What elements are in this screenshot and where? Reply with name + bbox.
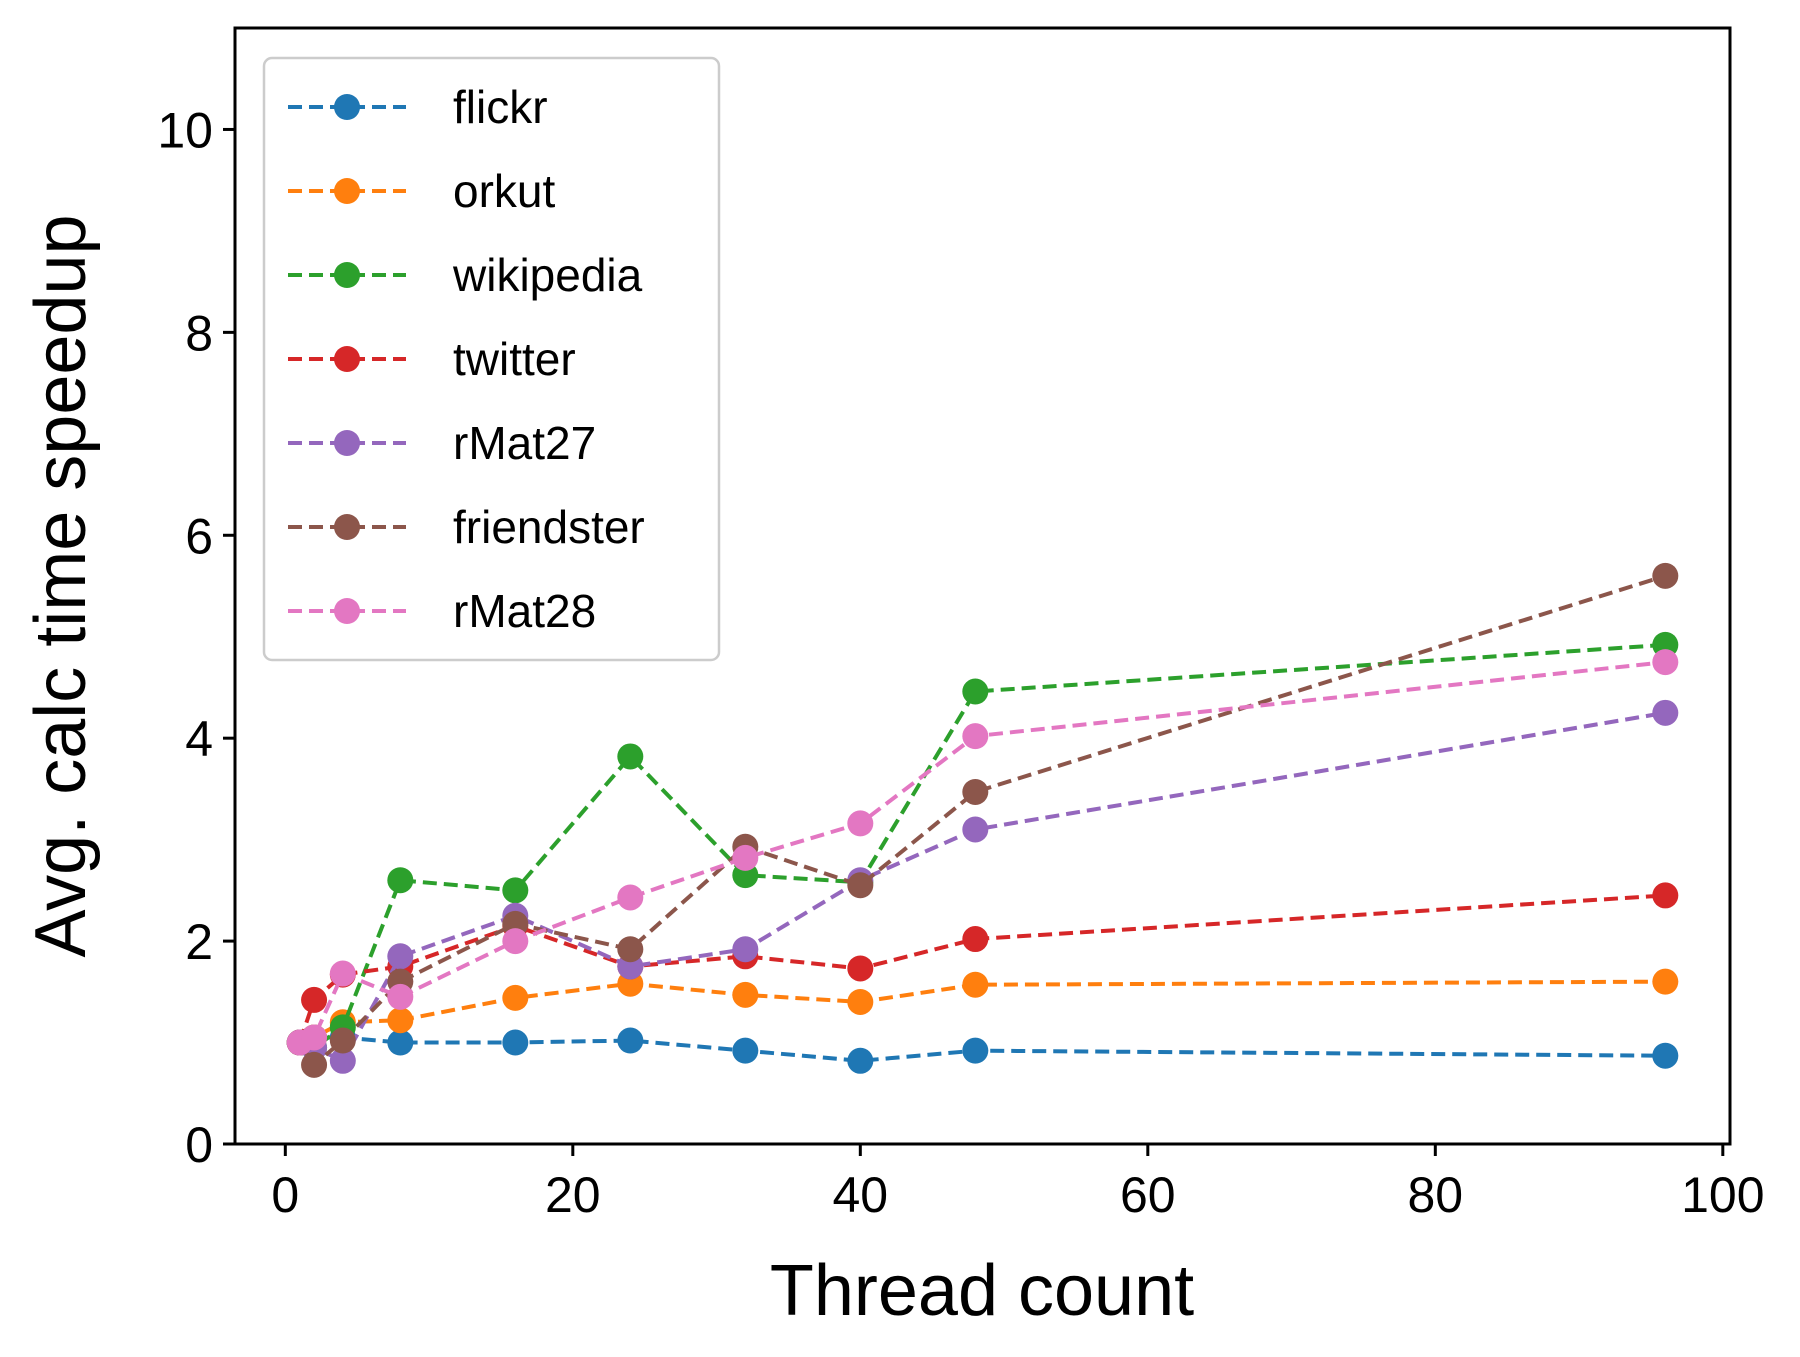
legend-box (262, 56, 721, 662)
data-point (301, 1051, 328, 1078)
data-point (1652, 649, 1679, 676)
legend-label: wikipedia (452, 249, 643, 301)
legend-entries: flickr orkut wikipedia twitter rMat27 friends… (288, 81, 645, 637)
x-tick-label: 80 (1408, 1167, 1464, 1223)
y-tick-label: 10 (157, 102, 213, 158)
data-point (847, 1047, 874, 1074)
series-twitter (286, 882, 1679, 1056)
plot-frame (233, 26, 1732, 1146)
legend: flickr orkut wikipedia twitter rMat27 friends… (262, 56, 721, 662)
legend-marker (334, 598, 360, 624)
y-axis: 0 2 4 6 8 10 (157, 102, 235, 1173)
series-line (299, 642, 1666, 1050)
data-point (617, 884, 644, 911)
data-point (329, 1027, 356, 1054)
y-axis-label: Avg. calc time speedup (21, 214, 101, 957)
legend-marker (334, 262, 360, 288)
data-point (387, 943, 414, 970)
legend-entry-rMat27: rMat27 (288, 417, 596, 469)
series-rMat28 (286, 649, 1679, 1056)
data-point (1652, 1042, 1679, 1069)
legend-label: friendster (453, 501, 645, 553)
series-layer (286, 562, 1679, 1078)
series-line (297, 893, 1666, 1044)
legend-marker (334, 514, 360, 540)
y-tick-label: 0 (185, 1117, 213, 1173)
data-point (732, 1037, 759, 1064)
legend-entry-rMat28: rMat28 (288, 585, 596, 637)
legend-marker (334, 430, 360, 456)
series-line (299, 660, 1666, 1045)
series-wikipedia (286, 631, 1679, 1061)
data-point (502, 1029, 529, 1056)
data-point (387, 983, 414, 1010)
data-point (732, 936, 759, 963)
y-tick-label: 2 (185, 914, 213, 970)
legend-marker (334, 178, 360, 204)
legend-label: rMat28 (453, 585, 596, 637)
data-point (962, 816, 989, 843)
series-line (298, 573, 1666, 1067)
data-point (847, 988, 874, 1015)
data-point (301, 1024, 328, 1051)
x-tick-label: 20 (545, 1167, 601, 1223)
data-point (502, 877, 529, 904)
data-point (502, 984, 529, 1011)
legend-label: rMat27 (453, 417, 596, 469)
data-point (732, 981, 759, 1008)
y-tick-label: 4 (185, 711, 213, 767)
legend-marker (334, 94, 360, 120)
data-point (1652, 968, 1679, 995)
data-point (962, 778, 989, 805)
data-point (387, 1029, 414, 1056)
y-tick-label: 8 (185, 305, 213, 361)
data-point (847, 810, 874, 837)
x-tick-label: 0 (271, 1167, 299, 1223)
x-tick-label: 100 (1681, 1167, 1764, 1223)
data-point (1652, 562, 1679, 589)
x-tick-label: 60 (1120, 1167, 1176, 1223)
data-point (962, 926, 989, 953)
data-point (962, 1037, 989, 1064)
legend-entry-friendster: friendster (288, 501, 645, 553)
series-flickr (286, 1024, 1679, 1074)
data-point (301, 986, 328, 1013)
legend-entry-wikipedia: wikipedia (288, 249, 643, 301)
data-point (329, 960, 356, 987)
data-point (387, 1007, 414, 1034)
legend-label: twitter (453, 333, 576, 385)
legend-entry-flickr: flickr (288, 81, 548, 133)
legend-entry-orkut: orkut (288, 165, 555, 217)
data-point (617, 1027, 644, 1054)
x-axis-label: Thread count (770, 1251, 1194, 1331)
data-point (1652, 699, 1679, 726)
data-point (962, 723, 989, 750)
data-point (617, 743, 644, 770)
legend-marker (334, 346, 360, 372)
data-point (962, 678, 989, 705)
data-point (847, 872, 874, 899)
x-axis: 0 20 40 60 80 100 (271, 1144, 1765, 1223)
data-point (962, 971, 989, 998)
legend-entry-twitter: twitter (288, 333, 576, 385)
data-point (847, 955, 874, 982)
series-line (299, 979, 1666, 1045)
x-tick-label: 40 (833, 1167, 889, 1223)
data-point (502, 928, 529, 955)
data-point (387, 867, 414, 894)
data-point (329, 1047, 356, 1074)
data-point (732, 844, 759, 871)
legend-label: orkut (453, 165, 555, 217)
y-tick-label: 6 (185, 508, 213, 564)
legend-label: flickr (453, 81, 548, 133)
data-point (617, 936, 644, 963)
data-point (1652, 882, 1679, 909)
